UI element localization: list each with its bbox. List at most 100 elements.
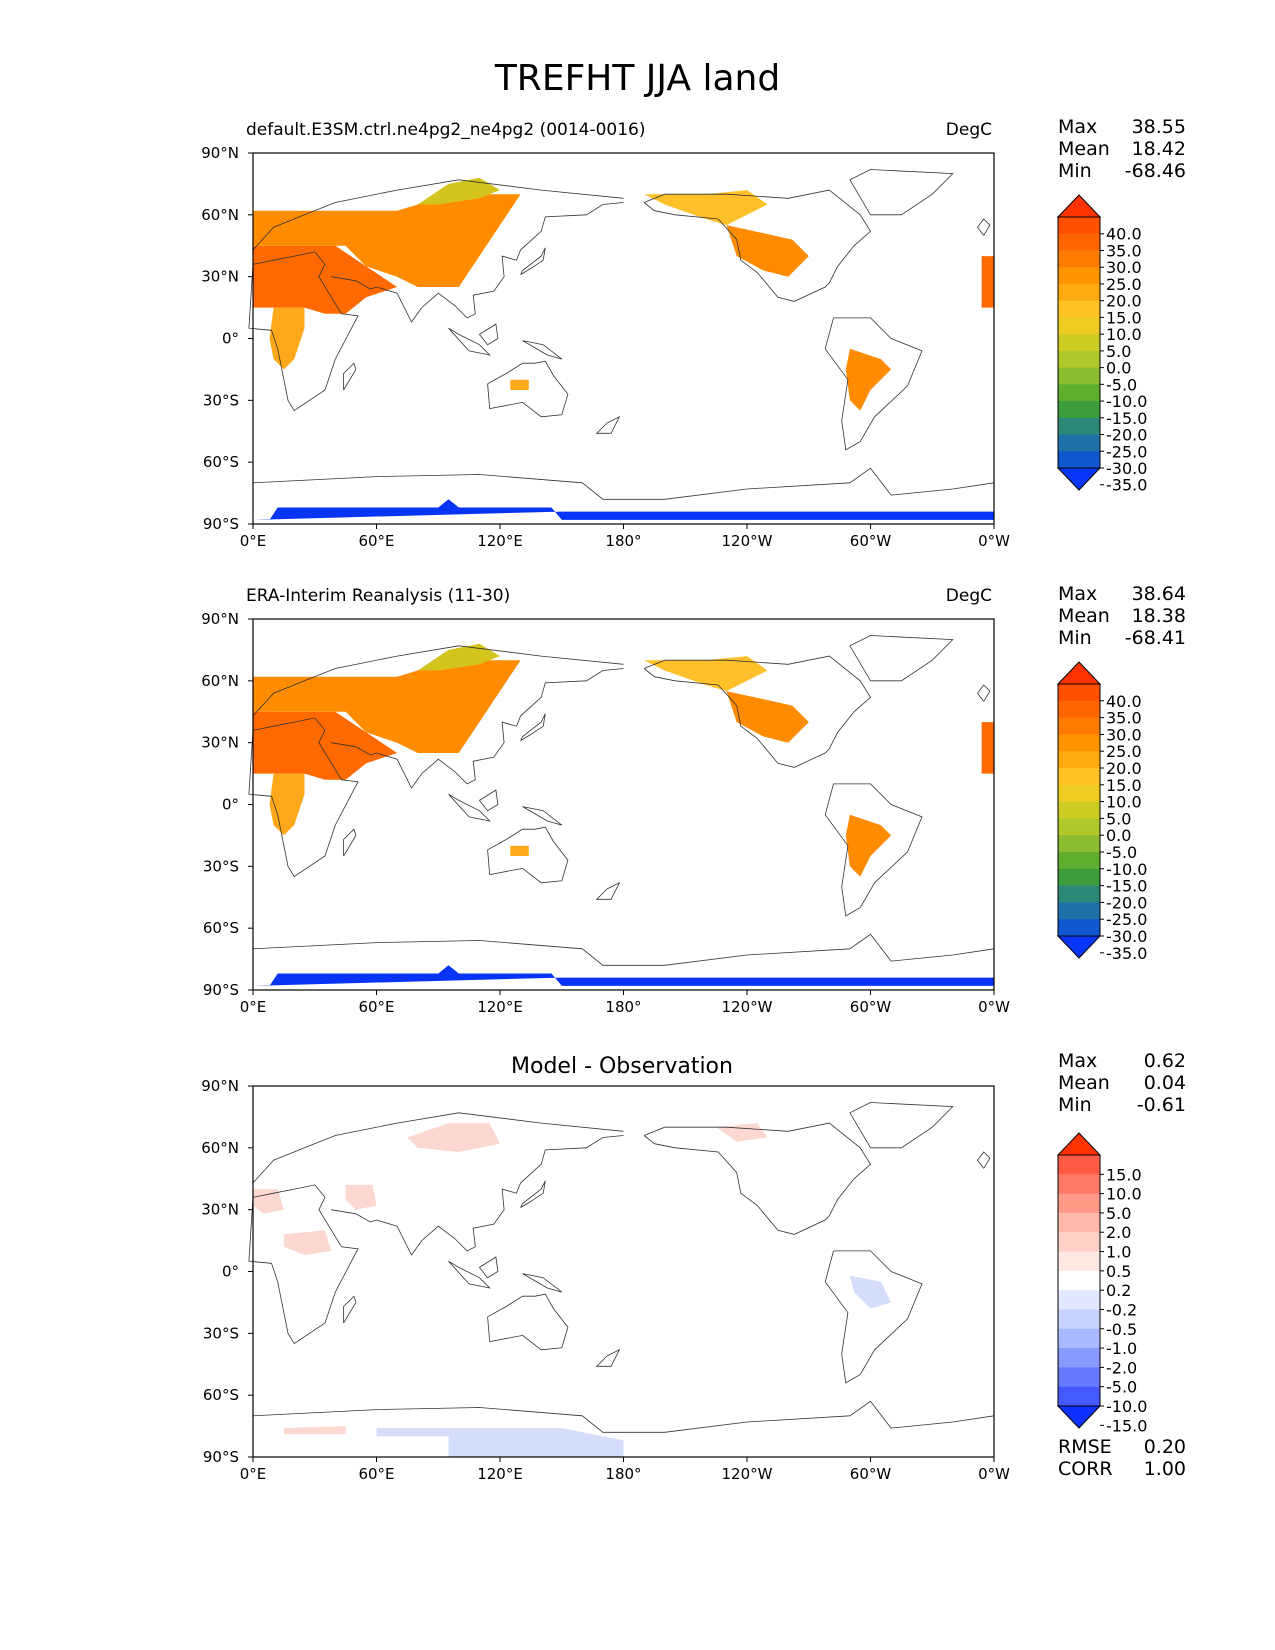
stat-label: Mean <box>1058 138 1110 160</box>
figure-title: TREFHT JJA land <box>494 58 781 99</box>
coastline <box>849 1102 954 1149</box>
coastline <box>849 635 954 682</box>
stat-label: RMSE <box>1058 1436 1112 1458</box>
stat-value: -0.61 <box>1136 1094 1186 1116</box>
coastline <box>595 1348 621 1367</box>
lat-tick-label: 60°N <box>201 206 239 224</box>
stat-label: Max <box>1058 116 1098 138</box>
coastline <box>595 881 621 900</box>
lat-tick-label: 60°S <box>203 453 239 471</box>
stat-value: 0.04 <box>1143 1072 1186 1094</box>
stats-obs: Max 38.64 Mean 18.38 Min -68.41 <box>1058 583 1186 649</box>
coastline <box>520 713 546 741</box>
lat-tick-label: 0° <box>222 796 239 814</box>
lat-tick-label: 30°S <box>203 391 239 409</box>
temperature-field-patch <box>845 814 892 877</box>
lon-tick-label: 180° <box>605 1465 641 1483</box>
temperature-field-patch <box>981 722 994 774</box>
temperature-field-patch <box>510 845 529 856</box>
coastline <box>487 1293 569 1351</box>
temperature-field-patch <box>253 245 398 314</box>
stat-label: Max <box>1058 1050 1098 1072</box>
panel-left-title: ERA-Interim Reanalysis (11-30) <box>246 586 510 606</box>
stat-label: CORR <box>1058 1458 1113 1480</box>
temperature-field-patch <box>644 190 768 226</box>
coastline <box>522 806 563 826</box>
coastline <box>252 467 995 500</box>
coastline <box>448 327 491 356</box>
coastline <box>331 668 624 789</box>
coastline <box>252 1112 624 1184</box>
lat-tick-label: 90°S <box>203 981 239 999</box>
coastline <box>824 1250 923 1384</box>
temperature-field-patch <box>510 379 529 390</box>
lon-tick-label: 180° <box>605 532 641 550</box>
coastline <box>479 789 499 812</box>
diff-field-patch <box>283 1230 332 1255</box>
stats-footer: RMSE 0.20 CORR 1.00 <box>1058 1436 1186 1480</box>
coastline <box>976 218 991 236</box>
lon-tick-label: 60°E <box>358 998 394 1016</box>
coastline <box>331 1135 624 1256</box>
coastline <box>252 933 995 966</box>
temperature-field-patch <box>269 307 305 370</box>
lon-tick-label: 0°W <box>978 998 1010 1016</box>
stat-value: 18.38 <box>1131 605 1186 627</box>
lat-tick-label: 90°N <box>201 610 239 628</box>
temperature-field-patch <box>253 194 521 287</box>
coastline <box>252 645 624 717</box>
coastline <box>248 251 359 412</box>
lat-tick-label: 30°N <box>201 1201 239 1219</box>
lon-tick-label: 0°W <box>978 532 1010 550</box>
stat-value: 18.42 <box>1131 138 1186 160</box>
coastline <box>448 793 491 822</box>
map-diff: Model - Observation 90°N 60°N 30°N 0° 30°S 60… <box>201 1054 1010 1483</box>
lon-tick-label: 0°E <box>240 1465 267 1483</box>
coastline <box>643 189 872 302</box>
stat-value: 0.62 <box>1143 1050 1186 1072</box>
antarctica-field <box>253 965 994 986</box>
stat-value: 0.20 <box>1143 1436 1186 1458</box>
antarctica-field <box>253 499 994 520</box>
coastline <box>479 1256 499 1279</box>
stat-label: Mean <box>1058 1072 1110 1094</box>
coastline <box>479 323 499 346</box>
temperature-field-patch <box>845 348 892 411</box>
panel-units: DegC <box>946 586 992 606</box>
temperature-field-patch <box>726 691 809 743</box>
lat-tick-label: 30°S <box>203 1324 239 1342</box>
map-field: 90°N 60°N 30°N 0° 30°S 60°S 90°S0°E 60°E 120°E 18… <box>201 1077 1010 1483</box>
diff-field-patch <box>345 1184 377 1210</box>
lon-tick-label: 180° <box>605 998 641 1016</box>
lat-tick-label: 90°N <box>201 1077 239 1095</box>
coastline <box>643 1122 872 1235</box>
map-obs: ERA-Interim Reanalysis (11-30) DegC 90°N… <box>201 586 1010 1016</box>
temperature-field-patch <box>269 773 305 836</box>
map-field: 90°N 60°N 30°N 0° 30°S 60°S 90°S0°E 60°E 120°E 18… <box>201 144 1010 550</box>
temperature-field-patch <box>417 177 500 205</box>
map-background <box>253 1086 994 1457</box>
coastline <box>522 1273 563 1293</box>
lat-tick-label: 0° <box>222 1263 239 1281</box>
coastline <box>448 1260 491 1289</box>
stat-label: Mean <box>1058 605 1110 627</box>
coastline <box>849 169 954 216</box>
stats-diff: Max 0.62 Mean 0.04 Min -0.61 <box>1058 1050 1186 1116</box>
diff-field-patch <box>438 1428 624 1457</box>
panel-diff: Model - Observation 90°N 60°N 30°N 0° 30°S 60… <box>201 1054 1010 1483</box>
lon-tick-label: 120°W <box>722 1465 773 1483</box>
lat-tick-label: 30°N <box>201 268 239 286</box>
stat-value: 38.55 <box>1131 116 1186 138</box>
diff-field-patch <box>283 1426 346 1435</box>
lon-tick-label: 120°E <box>477 532 523 550</box>
lat-tick-label: 0° <box>222 330 239 348</box>
lat-tick-label: 60°N <box>201 1139 239 1157</box>
coastline <box>252 1400 995 1433</box>
temperature-field-patch <box>253 711 398 780</box>
lon-tick-label: 60°W <box>850 1465 892 1483</box>
lon-tick-label: 60°E <box>358 532 394 550</box>
coastline <box>976 1151 991 1169</box>
map-model: default.E3SM.ctrl.ne4pg2_ne4pg2 (0014-00… <box>201 120 1010 550</box>
lat-tick-label: 60°N <box>201 672 239 690</box>
panel-obs: ERA-Interim Reanalysis (11-30) DegC 90°N… <box>201 586 1010 1016</box>
